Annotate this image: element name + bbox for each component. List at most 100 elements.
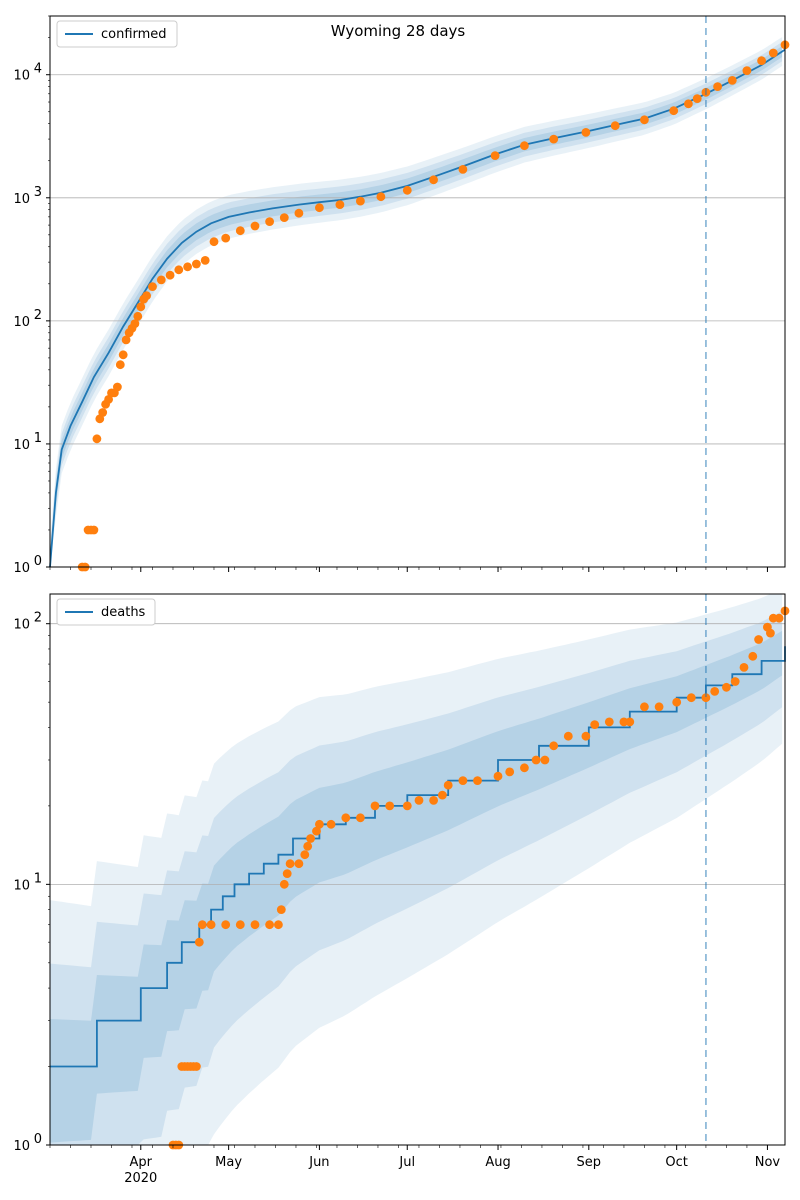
confirmed-data-point — [757, 56, 766, 66]
confirmed-data-point — [692, 94, 702, 103]
confirmed-data-point — [183, 262, 193, 272]
deaths-data-point — [221, 920, 231, 930]
deaths-data-point — [235, 920, 245, 930]
deaths-data-point — [438, 790, 447, 800]
deaths-data-point — [265, 920, 274, 930]
deaths-data-point — [672, 697, 682, 707]
confirmed-data-point — [669, 106, 679, 116]
deaths-legend: deaths — [56, 598, 156, 626]
confirmed-data-point — [148, 282, 157, 291]
confirmed-data-point — [520, 141, 529, 151]
x-tick-label: Oct — [665, 1155, 687, 1170]
deaths-data-point — [520, 763, 529, 773]
confirmed-y-tick-label: 10 — [13, 315, 30, 330]
confirmed-model-path — [49, 48, 786, 568]
confirmed-y-tick-exponent: 0 — [34, 554, 42, 569]
confirmed-data-point — [118, 350, 128, 360]
confirmed-observed-points — [77, 40, 790, 572]
confirmed-data-point — [315, 203, 324, 213]
deaths-data-point — [531, 755, 541, 765]
deaths-data-point — [701, 693, 711, 703]
deaths-data-point — [654, 702, 664, 712]
confirmed-data-point — [640, 115, 649, 125]
confirmed-data-point — [136, 302, 146, 312]
deaths-observed-points — [168, 606, 790, 1150]
deaths-band-3 — [50, 630, 783, 1143]
deaths-y-tick-label: 10 — [13, 878, 30, 893]
deaths-data-point — [640, 702, 649, 712]
confirmed-data-point — [89, 525, 99, 535]
deaths-data-point — [443, 780, 453, 790]
deaths-data-point — [294, 859, 304, 869]
x-tick-label: Jul — [398, 1155, 415, 1170]
x-tick-label: Sep — [577, 1155, 602, 1170]
confirmed-panel: 10 0 10 1 10 2 10 3 10 4 Wyoming 28 days confirme… — [13, 15, 790, 576]
deaths-data-point — [197, 920, 207, 930]
confirmed-data-point — [356, 196, 365, 206]
legend-label: confirmed — [101, 27, 167, 42]
confirmed-data-point — [376, 192, 386, 202]
deaths-panel: 10 0 10 1 10 2 Apr May Jun Jul Aug Sep Oct Nov 2020 d… — [13, 593, 790, 1186]
legend-label: deaths — [101, 605, 146, 620]
confirmed-data-point — [294, 208, 304, 218]
deaths-x-axis: Apr May Jun Jul Aug Sep Oct Nov 2020 — [49, 1145, 780, 1186]
x-year-label: 2020 — [124, 1171, 157, 1186]
confirmed-data-point — [713, 82, 722, 91]
confirmed-data-point — [581, 127, 591, 137]
deaths-uncertainty-bands — [50, 594, 783, 1145]
deaths-data-point — [285, 859, 295, 869]
deaths-data-point — [194, 937, 204, 947]
confirmed-data-point — [490, 151, 500, 161]
deaths-data-point — [739, 663, 749, 672]
deaths-data-point — [282, 869, 292, 878]
deaths-data-point — [356, 813, 365, 823]
deaths-data-point — [766, 628, 775, 638]
deaths-data-point — [604, 717, 614, 727]
chart-title: Wyoming 28 days — [331, 22, 466, 40]
confirmed-data-point — [684, 99, 693, 109]
deaths-data-point — [748, 651, 758, 661]
deaths-data-point — [312, 826, 321, 836]
deaths-data-point — [590, 720, 600, 729]
confirmed-data-point — [265, 217, 274, 227]
confirmed-data-point — [279, 213, 289, 223]
confirmed-y-axis: 10 0 10 1 10 2 10 3 10 4 — [13, 15, 50, 576]
deaths-data-point — [250, 920, 260, 930]
confirmed-data-point — [727, 76, 737, 85]
confirmed-data-point — [130, 319, 140, 328]
deaths-data-point — [192, 1062, 201, 1071]
deaths-data-point — [493, 771, 503, 781]
confirmed-data-point — [768, 48, 778, 58]
confirmed-data-point — [121, 335, 131, 345]
x-tick-label: May — [215, 1155, 242, 1170]
deaths-data-point — [276, 905, 286, 914]
deaths-data-point — [505, 767, 515, 777]
confirmed-y-tick-exponent: 4 — [34, 62, 42, 77]
deaths-data-point — [458, 776, 468, 785]
deaths-y-tick-exponent: 0 — [34, 1132, 42, 1147]
deaths-data-point — [326, 819, 336, 829]
deaths-data-point — [581, 731, 591, 741]
confirmed-data-point — [250, 221, 260, 231]
deaths-data-point — [402, 801, 412, 811]
deaths-data-point — [429, 796, 438, 805]
confirmed-data-point — [92, 434, 102, 444]
confirmed-data-point — [156, 275, 166, 285]
deaths-data-point — [306, 834, 315, 843]
confirmed-y-tick-label: 10 — [13, 69, 30, 84]
confirmed-y-tick-label: 10 — [13, 438, 30, 453]
confirmed-data-point — [458, 165, 468, 174]
deaths-y-tick-exponent: 1 — [34, 871, 42, 886]
deaths-data-point — [279, 879, 289, 889]
confirmed-data-point — [402, 185, 412, 195]
deaths-data-point — [563, 731, 573, 741]
confirmed-data-point — [142, 291, 152, 301]
deaths-data-point — [414, 796, 424, 805]
deaths-y-tick-exponent: 2 — [34, 611, 42, 626]
legend-box — [56, 20, 178, 48]
confirmed-data-point — [113, 382, 122, 392]
confirmed-data-point — [610, 121, 620, 131]
confirmed-data-point — [165, 270, 175, 280]
confirmed-data-point — [429, 175, 438, 185]
